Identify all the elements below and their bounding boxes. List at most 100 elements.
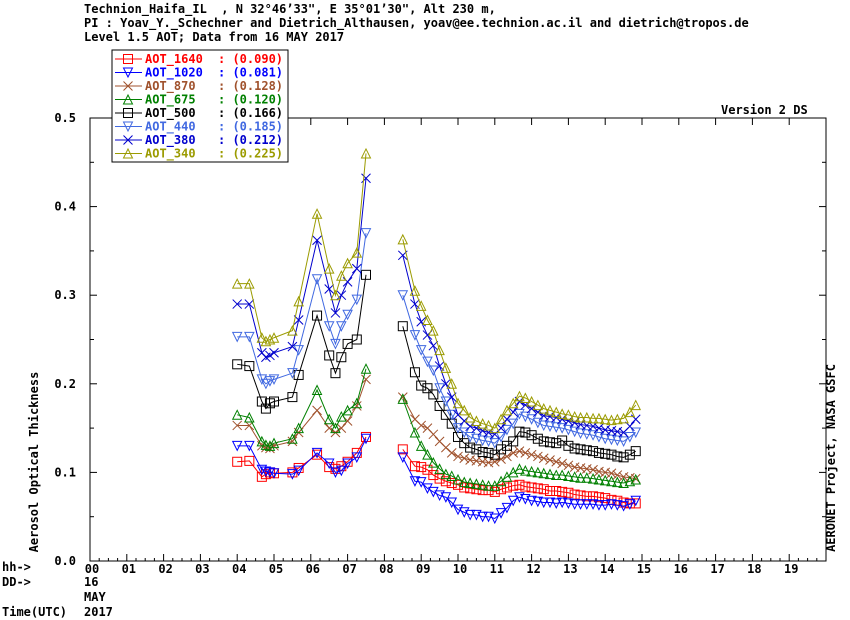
data-point — [477, 447, 488, 458]
data-point — [336, 352, 347, 363]
data-point — [556, 408, 568, 419]
x-tick-label: 08 — [379, 562, 393, 576]
data-point — [556, 469, 568, 481]
plot-frame — [89, 117, 827, 562]
data-point — [434, 344, 445, 356]
data-point — [268, 468, 280, 479]
data-point — [569, 462, 580, 472]
data-point — [330, 338, 341, 350]
legend-label: AOT_675 — [145, 93, 196, 108]
data-point — [538, 436, 549, 447]
data-point — [312, 235, 322, 246]
data-point — [588, 464, 598, 475]
data-point — [330, 289, 341, 301]
data-point — [311, 384, 323, 396]
data-point — [464, 477, 476, 489]
data-point — [464, 509, 476, 521]
data-point — [231, 331, 243, 343]
series-line — [237, 368, 367, 447]
data-point — [323, 458, 335, 470]
data-point — [581, 411, 593, 423]
data-point — [453, 479, 463, 490]
x-tick-label: 17 — [710, 562, 724, 576]
data-point — [600, 448, 611, 459]
data-point — [311, 447, 323, 459]
data-point — [563, 409, 574, 420]
data-point — [544, 497, 556, 509]
legend-mean: : (0.166) — [218, 106, 283, 120]
data-point — [588, 491, 599, 502]
data-point — [630, 473, 642, 485]
data-point — [624, 406, 636, 418]
data-point — [324, 350, 335, 361]
data-point — [563, 460, 574, 471]
data-point — [575, 428, 586, 440]
data-point — [581, 491, 592, 502]
x-tick-label: 16 — [674, 562, 688, 576]
series-aot-340 — [231, 147, 642, 434]
data-point — [287, 392, 298, 403]
data-point — [526, 495, 537, 507]
data-point — [532, 483, 543, 494]
data-point — [502, 414, 512, 425]
data-point — [489, 449, 500, 460]
data-point — [508, 436, 519, 447]
data-point — [495, 431, 507, 443]
data-point — [351, 397, 363, 409]
legend-marker — [123, 54, 133, 64]
data-point — [477, 435, 488, 447]
chart-axes: 0.0 0.1 0.2 0.3 0.4 0.5 00 01 02 03 04 05 06 07 08 09 10… — [54, 111, 827, 576]
data-point — [409, 426, 421, 438]
data-point — [264, 440, 276, 451]
data-point — [256, 464, 268, 476]
data-point — [630, 446, 641, 457]
data-point — [397, 393, 409, 404]
data-point — [593, 447, 604, 458]
data-point — [544, 468, 556, 480]
x-tick-label: 18 — [747, 562, 761, 576]
y-axis-label: Aerosol Optical Thickness — [27, 372, 41, 553]
data-point — [606, 468, 617, 479]
data-point — [507, 397, 519, 409]
data-point — [618, 477, 629, 489]
data-point — [415, 440, 427, 451]
data-point — [612, 435, 623, 447]
legend-marker — [122, 93, 134, 105]
data-point — [446, 478, 457, 489]
data-point — [361, 269, 371, 280]
data-point — [351, 401, 362, 411]
data-point — [581, 429, 593, 440]
y-tick-label: 0.0 — [54, 554, 76, 568]
data-point — [324, 462, 335, 473]
data-point — [471, 415, 482, 427]
data-point — [550, 422, 562, 433]
data-point — [324, 423, 335, 433]
data-point — [569, 471, 580, 482]
data-point — [293, 422, 304, 434]
data-point — [550, 406, 562, 418]
y-tick-label: 0.1 — [54, 465, 76, 479]
data-point — [244, 361, 255, 372]
data-point — [260, 378, 272, 390]
data-point — [336, 321, 347, 332]
data-point — [268, 374, 280, 385]
data-point — [428, 470, 439, 481]
data-point — [532, 496, 544, 508]
data-point — [409, 367, 420, 378]
data-point — [311, 274, 323, 285]
series-aot-500 — [232, 269, 641, 463]
data-point — [563, 424, 574, 436]
data-point — [464, 431, 476, 443]
data-point — [312, 405, 322, 416]
data-point — [397, 233, 409, 245]
data-point — [351, 247, 363, 258]
data-point — [409, 476, 421, 487]
data-point — [477, 479, 488, 490]
data-point — [351, 263, 362, 274]
data-point — [244, 440, 255, 452]
series-line — [402, 239, 637, 429]
data-point — [415, 477, 427, 488]
data-point — [606, 499, 617, 510]
x-tick-label: 02 — [158, 562, 172, 576]
data-point — [593, 431, 605, 443]
